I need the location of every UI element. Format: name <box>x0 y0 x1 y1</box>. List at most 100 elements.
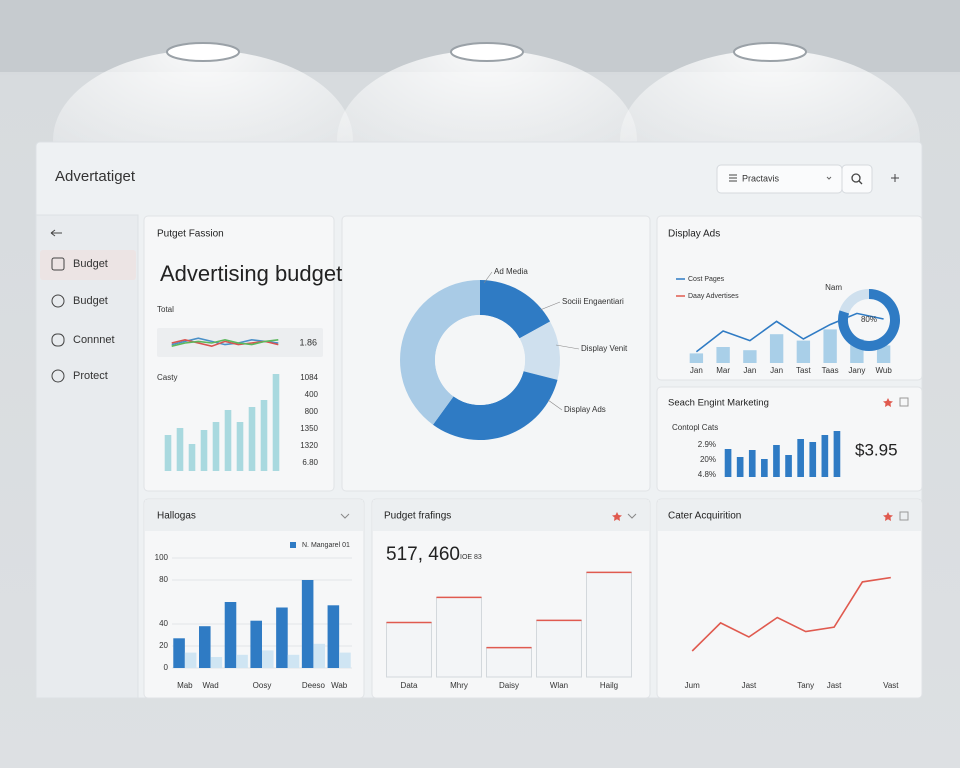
side-label: 20% <box>700 455 716 464</box>
bar <box>301 580 314 668</box>
bar <box>773 445 780 477</box>
donut-hole <box>435 315 525 405</box>
headline: 517, 460 <box>386 544 460 565</box>
y-tick-label: 100 <box>155 553 169 562</box>
y-tick-label: 80 <box>159 575 168 584</box>
line <box>695 312 884 353</box>
bar <box>248 407 256 471</box>
bar <box>586 571 632 678</box>
side-label: 6.80 <box>302 458 318 467</box>
x-tick-label: Jan <box>690 366 703 375</box>
bar <box>785 455 792 477</box>
panel <box>656 386 923 492</box>
search-box[interactable] <box>716 164 843 194</box>
y-tick-label: 40 <box>159 619 168 628</box>
star-icon[interactable] <box>612 512 622 521</box>
x-tick-label: Mab <box>177 681 193 690</box>
x-tick-label: Tast <box>796 366 811 375</box>
donut-label: Display Ads <box>564 405 606 414</box>
x-tick-label: Jan <box>770 366 783 375</box>
legend-label: Cost Pages <box>688 276 725 283</box>
panel-title: Cater Acquirition <box>668 511 741 522</box>
panel-title: Pudget frafings <box>384 511 451 522</box>
bar <box>823 329 837 363</box>
x-tick-label: Daisy <box>499 681 519 690</box>
back-button[interactable] <box>50 229 62 237</box>
x-tick-label: Wab <box>331 681 348 690</box>
leader-line <box>555 344 580 350</box>
item-icon <box>51 333 65 347</box>
bar <box>313 643 325 668</box>
x-tick-label: Jast <box>827 681 842 690</box>
chevron[interactable] <box>627 513 637 519</box>
search-button[interactable] <box>841 164 873 194</box>
bar <box>724 449 732 477</box>
donut-segment <box>519 321 560 380</box>
chevron <box>826 176 832 180</box>
donut-label: Display Venit <box>581 344 628 353</box>
bar <box>821 435 829 477</box>
axis-label: Casty <box>157 373 177 382</box>
bar <box>224 410 232 471</box>
star-icon[interactable] <box>883 398 893 407</box>
donut-segment <box>432 371 558 441</box>
x-tick-label: Jast <box>742 681 757 690</box>
side-label: 1320 <box>300 441 318 450</box>
bar <box>164 435 172 471</box>
side-label: 400 <box>305 390 319 399</box>
note: Nam <box>825 283 842 292</box>
box-icon[interactable] <box>899 397 909 407</box>
ceiling-light <box>166 42 240 62</box>
legend-swatch <box>290 542 296 548</box>
bar <box>210 657 223 668</box>
gauge-arc <box>838 289 900 351</box>
ceiling-light <box>450 42 524 62</box>
bar <box>260 400 268 471</box>
x-tick-label: Deeso <box>302 681 326 690</box>
x-tick-label: Jan <box>743 366 756 375</box>
side-label: 800 <box>305 407 319 416</box>
sidebar-item[interactable]: Protect <box>73 370 108 382</box>
x-tick-label: Jum <box>685 681 700 690</box>
panel-title: Hallogas <box>157 511 196 522</box>
side-label: 4.8% <box>698 470 716 479</box>
bar <box>809 442 817 477</box>
bar <box>250 620 262 668</box>
donut-label: Ad Media <box>494 267 528 276</box>
add-button[interactable] <box>891 174 899 182</box>
bar <box>339 652 351 668</box>
sidebar-item[interactable]: Connnet <box>73 334 115 346</box>
bar <box>876 345 891 363</box>
bar <box>769 334 784 363</box>
box-icon[interactable] <box>899 511 909 521</box>
bar <box>833 431 841 477</box>
item-icon <box>51 369 65 383</box>
ceiling-light <box>733 42 807 62</box>
panel-header <box>145 500 363 531</box>
subtitle: Contopl Cats <box>672 423 718 432</box>
total: $3.95 <box>855 440 898 459</box>
bar <box>173 638 185 668</box>
bar <box>200 430 208 471</box>
side-label: 1350 <box>300 424 318 433</box>
chevron[interactable] <box>340 513 350 519</box>
bar <box>761 459 768 477</box>
bar <box>184 652 197 668</box>
bar <box>236 654 248 668</box>
bar <box>796 340 811 363</box>
y-tick-label: 0 <box>164 663 169 672</box>
donut-segment <box>399 280 480 425</box>
sidebar-item[interactable]: Budget <box>73 295 108 307</box>
panel-title: Seach Engint Marketing <box>668 398 769 409</box>
bar <box>797 439 804 477</box>
bar <box>327 605 340 668</box>
bar <box>287 654 300 668</box>
sidebar-item[interactable]: Budget <box>73 258 108 270</box>
donut-segment <box>480 280 551 339</box>
panel-header <box>658 500 921 531</box>
leader-line <box>539 301 561 311</box>
bar <box>236 422 244 471</box>
star-icon[interactable] <box>883 512 893 521</box>
